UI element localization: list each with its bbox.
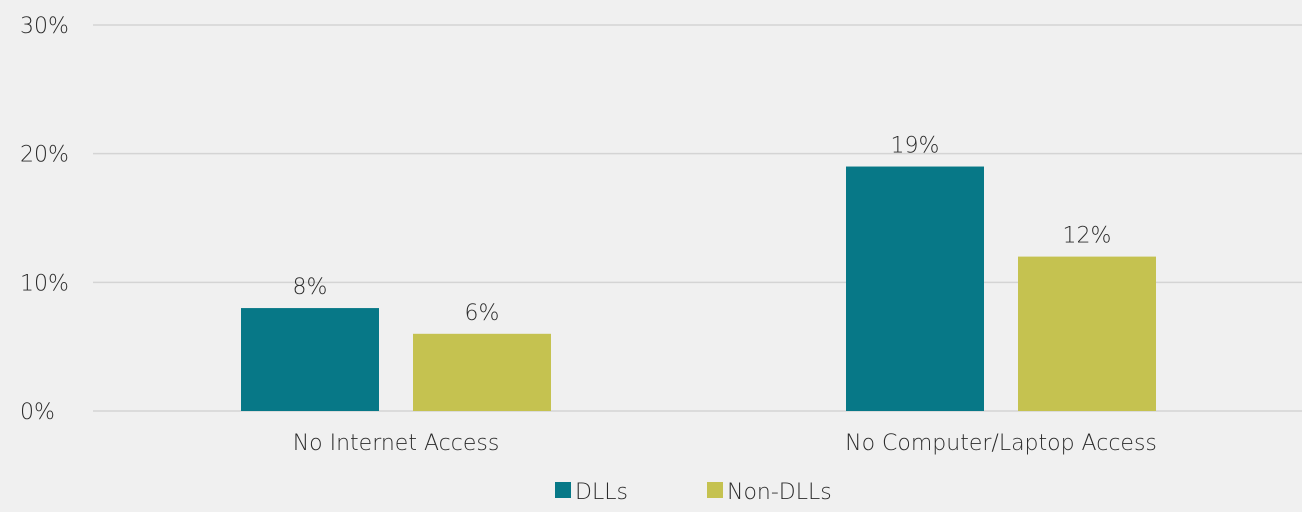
y-tick-label: 20%	[20, 143, 69, 168]
x-category-label: No Computer/Laptop Access	[845, 431, 1157, 456]
legend-label: DLLs	[575, 480, 628, 505]
bar-non-dlls	[413, 333, 551, 411]
bars	[241, 166, 1156, 411]
legend-label: Non-DLLs	[727, 480, 832, 505]
data-label: 12%	[1063, 224, 1112, 249]
data-label: 6%	[465, 301, 500, 326]
bar-non-dlls	[1018, 256, 1156, 411]
y-tick-label: 10%	[20, 271, 69, 296]
data-labels: 8% 6% 19% 12%	[293, 134, 1112, 326]
x-axis-category-labels: No Internet Access No Computer/Laptop Acc…	[293, 431, 1157, 456]
data-label: 19%	[891, 134, 940, 159]
y-tick-label: 0%	[20, 400, 55, 425]
data-label: 8%	[293, 275, 328, 300]
legend: DLLs Non-DLLs	[555, 480, 832, 505]
y-tick-label: 30%	[20, 14, 69, 39]
x-category-label: No Internet Access	[293, 431, 500, 456]
bar-dlls	[241, 308, 379, 411]
legend-swatch	[555, 482, 571, 498]
legend-swatch	[707, 482, 723, 498]
bar-dlls	[846, 166, 984, 411]
y-axis-tick-labels: 0% 10% 20% 30%	[20, 14, 69, 425]
